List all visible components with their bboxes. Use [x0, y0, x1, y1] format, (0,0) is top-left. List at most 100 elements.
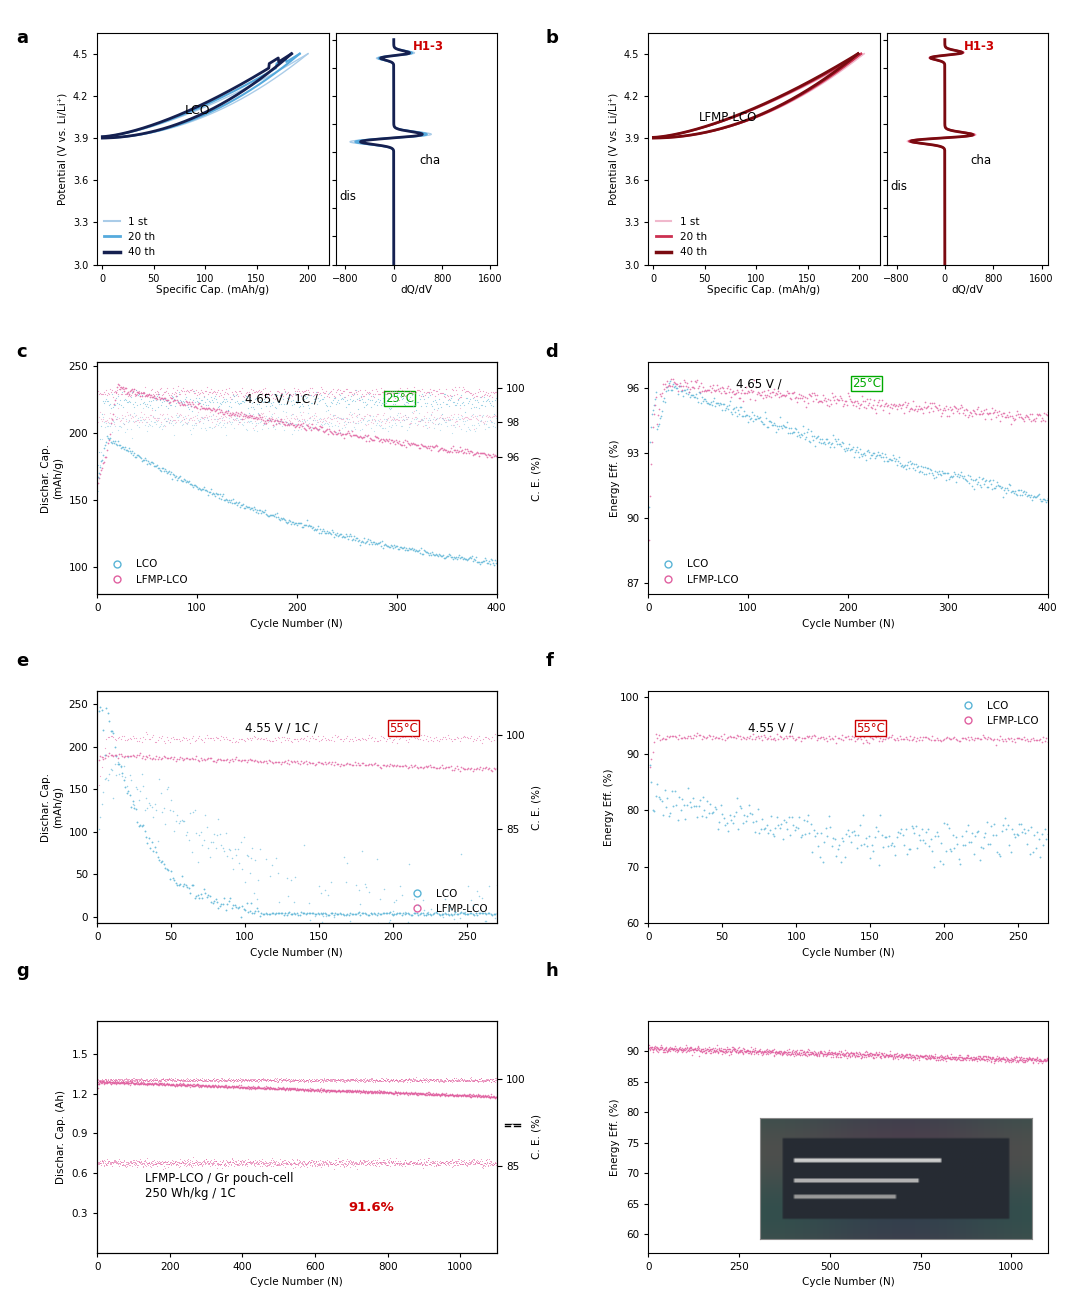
Point: [303, 414, 321, 435]
Point: [430, 1155, 447, 1176]
Point: [108, 1069, 125, 1090]
Point: [896, 1045, 914, 1066]
Point: [364, 1071, 381, 1092]
Point: [170, 407, 187, 428]
Point: [102, 1069, 119, 1090]
Point: [843, 438, 861, 459]
Point: [134, 726, 151, 746]
Point: [122, 408, 139, 429]
Point: [205, 416, 222, 437]
Point: [408, 903, 426, 924]
Point: [210, 380, 227, 401]
Point: [460, 548, 477, 569]
Point: [681, 1037, 699, 1058]
Point: [197, 1151, 214, 1172]
Point: [298, 410, 315, 431]
Point: [311, 1081, 328, 1101]
Point: [451, 386, 469, 407]
Point: [386, 1083, 403, 1104]
Point: [459, 408, 476, 429]
Point: [99, 382, 117, 403]
Point: [181, 882, 199, 903]
Point: [151, 459, 168, 480]
Point: [369, 1070, 387, 1091]
Point: [480, 416, 497, 437]
Point: [191, 393, 208, 414]
Point: [795, 809, 812, 830]
Point: [912, 1045, 929, 1066]
Point: [396, 1070, 414, 1091]
Point: [107, 1152, 124, 1173]
Point: [392, 903, 409, 924]
Point: [940, 817, 957, 838]
Point: [275, 414, 293, 435]
Point: [296, 902, 313, 923]
Point: [240, 846, 257, 867]
Point: [287, 1079, 305, 1100]
Point: [460, 757, 477, 778]
Text: 4.65 V /: 4.65 V /: [737, 377, 785, 390]
Point: [921, 1048, 939, 1069]
Point: [362, 428, 379, 449]
Point: [170, 410, 187, 431]
Point: [351, 1070, 368, 1091]
Point: [890, 1048, 907, 1069]
Point: [205, 1070, 222, 1091]
Point: [348, 874, 365, 895]
Point: [217, 1077, 234, 1098]
Point: [436, 1070, 454, 1091]
Point: [219, 1151, 237, 1172]
Point: [663, 380, 680, 401]
Point: [440, 1152, 457, 1173]
Point: [420, 418, 437, 438]
Point: [179, 748, 197, 769]
Point: [200, 1075, 217, 1096]
Point: [288, 1070, 306, 1091]
Point: [415, 1084, 432, 1105]
Point: [833, 1047, 850, 1067]
Point: [229, 393, 246, 414]
Point: [194, 1154, 212, 1175]
Point: [875, 1043, 892, 1064]
Point: [296, 1151, 313, 1172]
Point: [737, 406, 754, 427]
Point: [649, 414, 666, 435]
Point: [362, 728, 379, 749]
Point: [437, 1084, 455, 1105]
Point: [175, 1152, 192, 1173]
Point: [386, 412, 403, 433]
Point: [441, 441, 458, 462]
Point: [383, 1152, 401, 1173]
Point: [464, 419, 482, 440]
Point: [136, 1074, 153, 1095]
Point: [293, 1069, 310, 1090]
Point: [457, 381, 474, 402]
Point: [267, 1070, 284, 1091]
Point: [805, 429, 822, 450]
Point: [346, 1081, 363, 1101]
Point: [289, 513, 307, 534]
Point: [107, 394, 124, 415]
Point: [428, 545, 445, 566]
Point: [401, 412, 418, 433]
Point: [976, 1045, 994, 1066]
Point: [231, 381, 248, 402]
Point: [173, 1074, 190, 1095]
Point: [268, 902, 285, 923]
Point: [132, 1073, 149, 1094]
Point: [262, 1151, 280, 1172]
Point: [152, 414, 170, 435]
Point: [157, 1070, 174, 1091]
Point: [244, 1069, 261, 1090]
Point: [427, 435, 444, 455]
Point: [919, 818, 936, 839]
Point: [470, 415, 487, 436]
Point: [877, 393, 894, 414]
Point: [306, 384, 323, 405]
Point: [94, 384, 111, 405]
Point: [422, 1084, 440, 1105]
Point: [465, 382, 483, 403]
Point: [469, 1070, 486, 1091]
Point: [393, 1083, 410, 1104]
Point: [327, 1069, 345, 1090]
